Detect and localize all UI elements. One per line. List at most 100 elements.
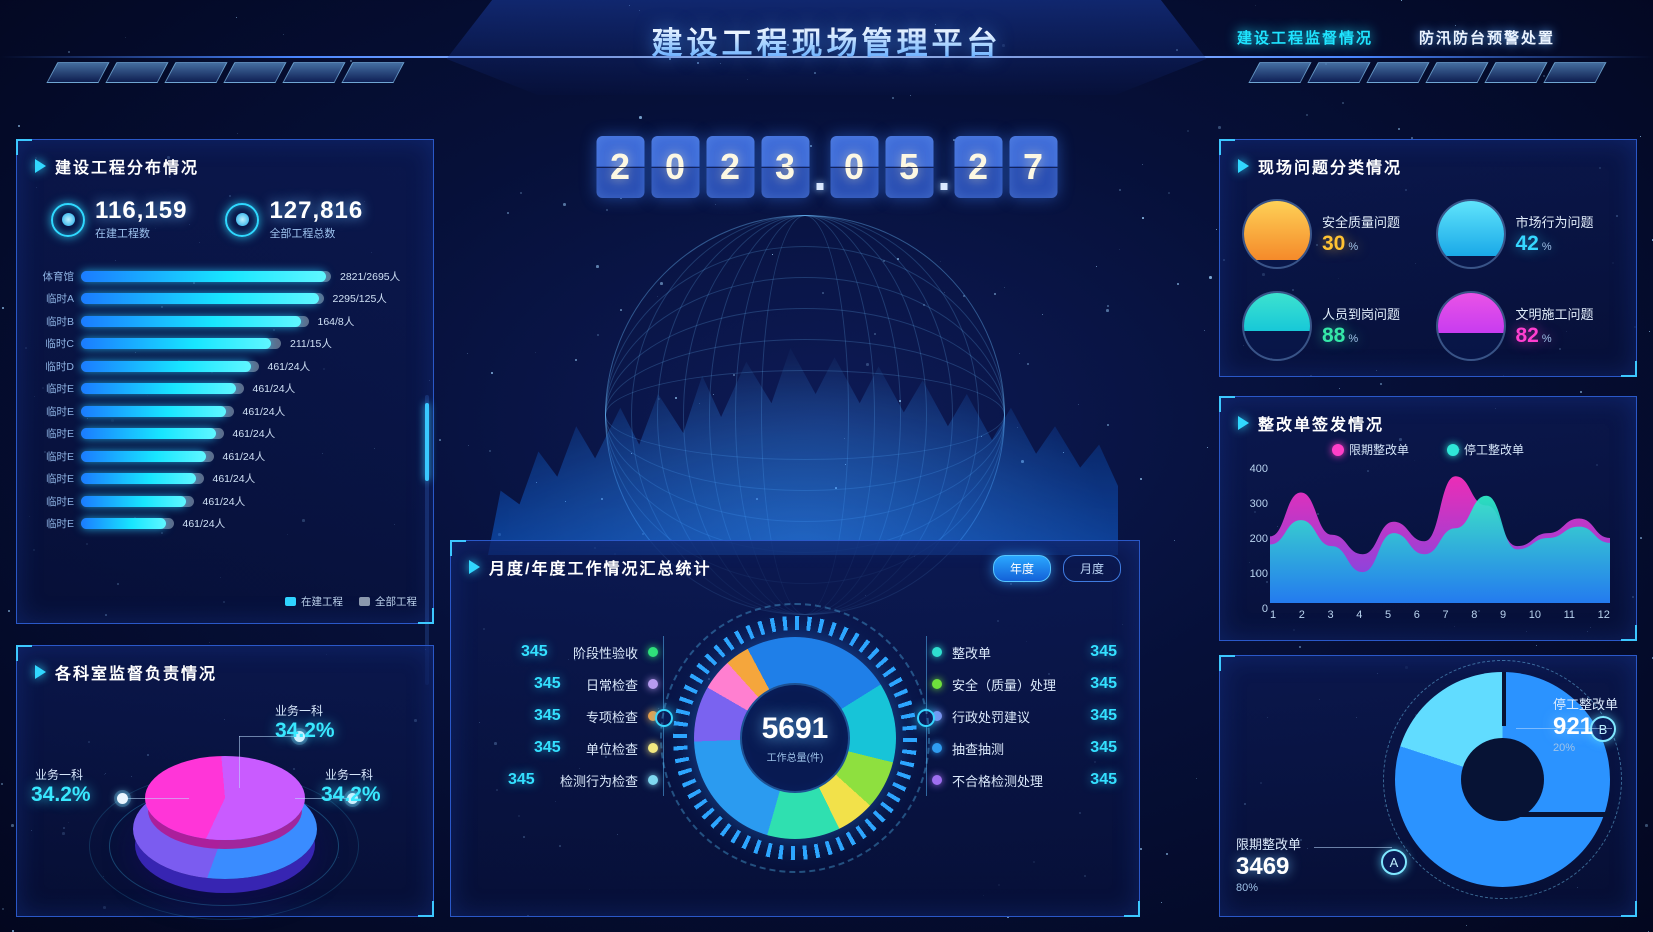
item-dot-icon xyxy=(932,679,942,689)
bar-row: 临时C 211/15人 xyxy=(31,333,423,356)
date-digit: 7 xyxy=(1009,136,1057,198)
work-list-item[interactable]: 345 阶段性验收 xyxy=(473,636,658,668)
date-separator xyxy=(940,183,947,190)
panel-rectification-signing: B A 停工整改单 921 20% 限期整改单 3469 80% xyxy=(1219,655,1637,917)
item-value: 345 xyxy=(1075,643,1117,661)
date-digit: 5 xyxy=(885,136,933,198)
app-header: 建设工程现场管理平台 建设工程监督情况 防汛防台预警处置 xyxy=(0,0,1653,100)
legend-label: 全部工程 xyxy=(375,594,417,609)
label-value: 921 xyxy=(1553,713,1618,741)
label-percent: 80% xyxy=(1236,882,1301,894)
issue-item[interactable]: 文明施工问题 82% xyxy=(1436,284,1618,368)
work-list-item[interactable]: 行政处罚建议 345 xyxy=(932,700,1117,732)
distribution-stats: 116,159 在建工程数 127,816 全部工程总数 xyxy=(17,178,433,241)
bar-row: 临时E 461/24人 xyxy=(31,423,423,446)
legend-label: 停工整改单 xyxy=(1464,441,1524,458)
bar-row: 临时E 461/24人 xyxy=(31,468,423,491)
issue-item[interactable]: 市场行为问题 42% xyxy=(1436,192,1618,276)
issue-label: 市场行为问题 xyxy=(1516,215,1594,230)
panel-header: 建设工程分布情况 xyxy=(17,140,433,178)
page-title: 建设工程现场管理平台 xyxy=(652,18,1002,63)
date-digit: 2 xyxy=(954,136,1002,198)
period-toggle-group: 年度 月度 xyxy=(993,555,1121,582)
department-pie-chart: 业务一科 34.2% 业务一科 34.2% 业务一科 34.2% xyxy=(17,694,435,914)
work-list-item[interactable]: 整改单 345 xyxy=(932,636,1117,668)
nav-item-supervision[interactable]: 建设工程监督情况 xyxy=(1237,27,1373,48)
item-value: 345 xyxy=(534,675,576,693)
work-list-item[interactable]: 345 日常检查 xyxy=(473,668,658,700)
label-percent: 20% xyxy=(1553,742,1618,754)
item-value: 345 xyxy=(1075,771,1117,789)
x-tick-label: 1 xyxy=(1270,609,1276,621)
bar-track xyxy=(81,473,204,484)
item-label: 检测行为检查 xyxy=(560,771,638,790)
bar-label: 临时A xyxy=(31,291,81,306)
item-dot-icon xyxy=(648,679,658,689)
work-list-item[interactable]: 345 单位检查 xyxy=(473,732,658,764)
bar-value: 461/24人 xyxy=(233,426,276,441)
liquid-gauge-icon xyxy=(1436,291,1506,361)
legend-item-stopwork: 停工整改单 xyxy=(1447,441,1524,458)
leader-line xyxy=(1314,847,1392,848)
triangle-icon xyxy=(469,560,480,574)
bar-track xyxy=(81,316,309,327)
work-left-list: 345 阶段性验收 345 日常检查 345 专项检查 345 单位检查 345… xyxy=(473,636,658,796)
date-display: 20230527 xyxy=(596,136,1057,198)
y-tick-label: 100 xyxy=(1250,568,1268,580)
nav-item-flood-warning[interactable]: 防汛防台预警处置 xyxy=(1419,27,1555,48)
label-value: 3469 xyxy=(1236,853,1301,881)
y-tick-label: 300 xyxy=(1250,498,1268,510)
issue-item[interactable]: 安全质量问题 30% xyxy=(1242,192,1424,276)
work-list-item[interactable]: 345 专项检查 xyxy=(473,700,658,732)
header-slashes-left xyxy=(52,62,399,83)
pie-label-node xyxy=(117,793,128,804)
item-label: 日常检查 xyxy=(586,675,638,694)
liquid-gauge-icon xyxy=(1436,199,1506,269)
x-tick-label: 2 xyxy=(1299,609,1305,621)
legend-label: 在建工程 xyxy=(301,594,343,609)
work-right-list: 整改单 345 安全（质量）处理 345 行政处罚建议 345 抽查抽测 345… xyxy=(932,636,1117,796)
bar-row: 临时D 461/24人 xyxy=(31,355,423,378)
bar-value: 461/24人 xyxy=(183,516,226,531)
toggle-yearly[interactable]: 年度 xyxy=(993,555,1051,582)
bar-label: 临时E xyxy=(31,426,81,441)
badge-a[interactable]: A xyxy=(1381,849,1407,875)
item-label: 阶段性验收 xyxy=(573,643,638,662)
work-total-label: 工作总量(件) xyxy=(767,749,824,764)
distribution-bar-chart: 体育馆 2821/2695人 临时A 2295/125人 临时B 164/8人 … xyxy=(31,265,423,565)
chart-scrollbar[interactable] xyxy=(425,395,429,685)
issue-value: 82% xyxy=(1516,324,1552,347)
panel-title: 整改单签发情况 xyxy=(1258,411,1384,435)
x-tick-label: 5 xyxy=(1385,609,1391,621)
legend-item-active: 在建工程 xyxy=(285,594,343,609)
triangle-icon xyxy=(35,159,46,173)
stat-label: 在建工程数 xyxy=(95,225,187,241)
work-list-item[interactable]: 安全（质量）处理 345 xyxy=(932,668,1117,700)
y-tick-label: 400 xyxy=(1250,463,1268,475)
bar-track xyxy=(81,518,174,529)
bar-row: 临时E 461/24人 xyxy=(31,445,423,468)
liquid-gauge-icon xyxy=(1242,291,1312,361)
work-list-item[interactable]: 抽查抽测 345 xyxy=(932,732,1117,764)
x-tick-label: 7 xyxy=(1443,609,1449,621)
item-dot-icon xyxy=(932,775,942,785)
target-icon xyxy=(51,203,85,237)
issue-value: 42% xyxy=(1516,232,1552,255)
issue-item[interactable]: 人员到岗问题 88% xyxy=(1242,284,1424,368)
work-list-item[interactable]: 不合格检测处理 345 xyxy=(932,764,1117,796)
bar-label: 临时E xyxy=(31,404,81,419)
x-tick-label: 8 xyxy=(1471,609,1477,621)
item-value: 345 xyxy=(1075,707,1117,725)
item-dot-icon xyxy=(648,775,658,785)
bar-row: 临时A 2295/125人 xyxy=(31,288,423,311)
chart-legend: 在建工程 全部工程 xyxy=(285,594,417,609)
pie-label-value: 34.2% xyxy=(275,719,335,743)
item-value: 345 xyxy=(1075,675,1117,693)
item-value: 345 xyxy=(521,643,563,661)
triangle-icon xyxy=(1238,159,1249,173)
toggle-monthly[interactable]: 月度 xyxy=(1063,555,1121,582)
work-list-item[interactable]: 345 检测行为检查 xyxy=(473,764,658,796)
target-icon xyxy=(225,203,259,237)
bar-row: 临时E 461/24人 xyxy=(31,378,423,401)
liquid-gauge-icon xyxy=(1242,199,1312,269)
